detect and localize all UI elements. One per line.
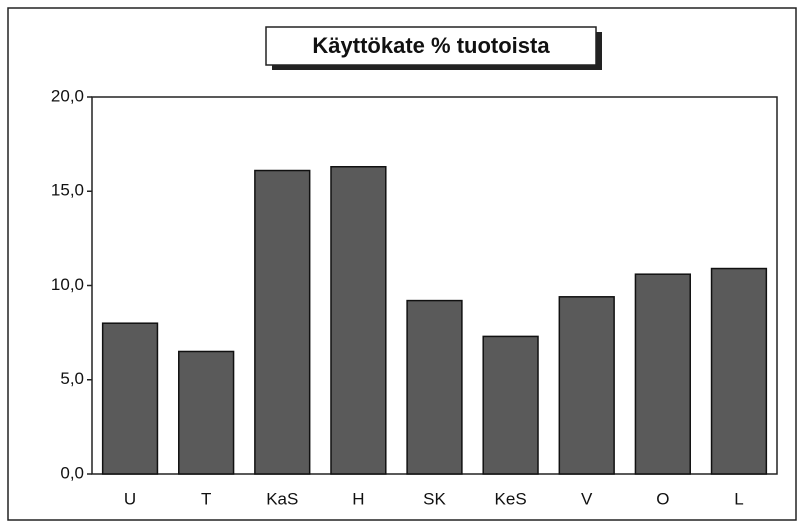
x-tick-label: KeS [495,489,527,508]
x-tick-label: L [734,489,743,508]
bar [178,350,235,475]
x-tick-label: H [352,489,364,508]
x-tick-label: KaS [266,489,298,508]
x-tick-label: V [581,489,593,508]
bar [330,165,387,475]
chart-title: Käyttökate % tuotoista [312,33,550,58]
y-tick-label: 5,0 [60,369,84,388]
bar [101,322,159,475]
title-box [265,26,597,66]
bar [710,267,768,475]
y-tick-label: 20,0 [51,86,84,105]
y-tick-label: 10,0 [51,275,84,294]
bar [406,299,463,475]
bar [558,296,615,475]
y-tick-label: 0,0 [60,463,84,482]
bar [254,169,311,475]
x-tick-label: U [124,489,136,508]
bar [482,335,539,475]
bar [634,273,691,475]
x-tick-label: SK [423,489,446,508]
x-tick-label: T [201,489,211,508]
y-tick-label: 15,0 [51,181,84,200]
x-tick-label: O [656,489,669,508]
